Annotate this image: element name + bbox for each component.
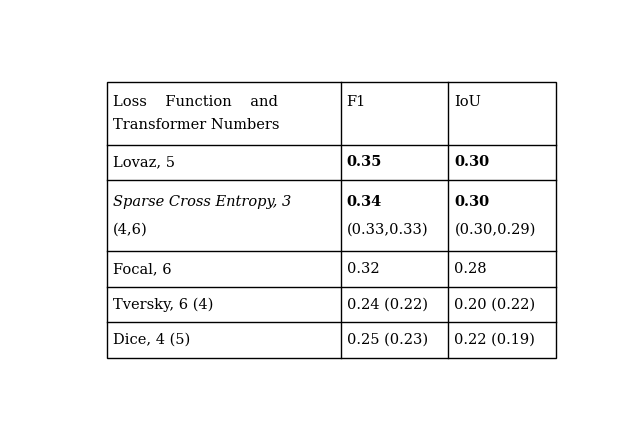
Text: 0.28: 0.28 <box>454 262 487 276</box>
Text: F1: F1 <box>347 95 366 109</box>
Text: Dice, 4 (5): Dice, 4 (5) <box>113 333 191 347</box>
Text: Sparse Cross Entropy, 3: Sparse Cross Entropy, 3 <box>113 194 291 209</box>
Bar <box>108 82 556 358</box>
Text: (4,6): (4,6) <box>113 223 148 237</box>
Text: 0.22 (0.19): 0.22 (0.19) <box>454 333 535 347</box>
Text: Transformer Numbers: Transformer Numbers <box>113 118 280 132</box>
Text: 0.32: 0.32 <box>347 262 380 276</box>
Text: Lovaz, 5: Lovaz, 5 <box>113 155 175 170</box>
Text: (0.30,0.29): (0.30,0.29) <box>454 223 536 237</box>
Text: 0.34: 0.34 <box>347 194 382 209</box>
Text: 0.25 (0.23): 0.25 (0.23) <box>347 333 428 347</box>
Text: 0.20 (0.22): 0.20 (0.22) <box>454 298 536 312</box>
Text: 0.30: 0.30 <box>454 194 490 209</box>
Text: Focal, 6: Focal, 6 <box>113 262 172 276</box>
Text: 0.35: 0.35 <box>347 155 382 170</box>
Text: (0.33,0.33): (0.33,0.33) <box>347 223 428 237</box>
Text: IoU: IoU <box>454 95 481 109</box>
Text: Tversky, 6 (4): Tversky, 6 (4) <box>113 297 214 312</box>
Text: Loss    Function    and: Loss Function and <box>113 95 278 109</box>
Text: 0.30: 0.30 <box>454 155 490 170</box>
Text: 0.24 (0.22): 0.24 (0.22) <box>347 298 428 312</box>
